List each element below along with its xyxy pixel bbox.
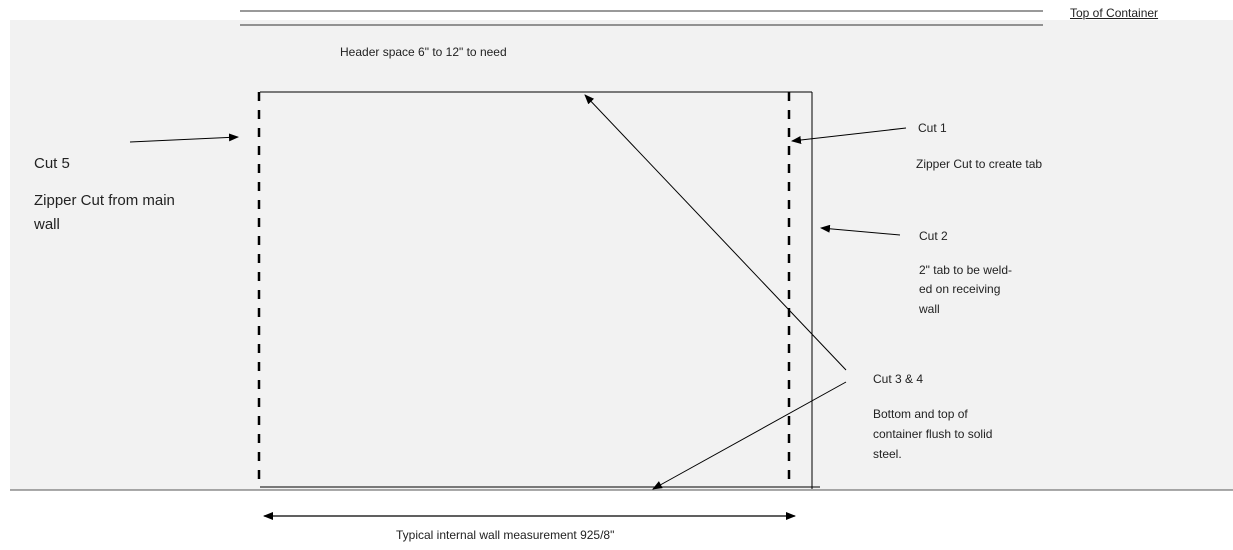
measurement-label: Typical internal wall measurement 925/8"	[396, 528, 615, 542]
cut2-arrow	[820, 224, 901, 236]
cut34-desc-line1: Bottom and top of	[873, 407, 968, 421]
cut2-title: Cut 2	[919, 229, 948, 243]
container-wall-panel	[10, 20, 1233, 490]
cut5-arrow	[129, 133, 239, 143]
cut2-desc-line3: wall	[919, 302, 940, 316]
cut34-title: Cut 3 & 4	[873, 372, 924, 386]
cut2-desc-line1: 2" tab to be weld-	[919, 263, 1012, 277]
cut5-title: Cut 5	[34, 155, 70, 172]
cut3-arrow-top	[584, 94, 847, 371]
cut1-desc: Zipper Cut to create tab	[916, 157, 1043, 171]
cut5-desc-line2: wall	[34, 216, 60, 233]
cut34-desc-line2: container flush to solid	[873, 427, 993, 441]
cut2-desc-line2: ed on receiving	[919, 282, 1001, 296]
cut5-desc-line1: Zipper Cut from main	[34, 192, 175, 209]
header-space-label: Header space 6" to 12" to need	[340, 45, 507, 59]
cut1-title: Cut 1	[918, 121, 947, 135]
cut4-arrow-bottom	[652, 381, 847, 490]
cut34-desc-line3: steel.	[873, 447, 902, 461]
top-of-container-label: Top of Container	[1070, 6, 1159, 20]
cut1-arrow	[791, 127, 907, 144]
